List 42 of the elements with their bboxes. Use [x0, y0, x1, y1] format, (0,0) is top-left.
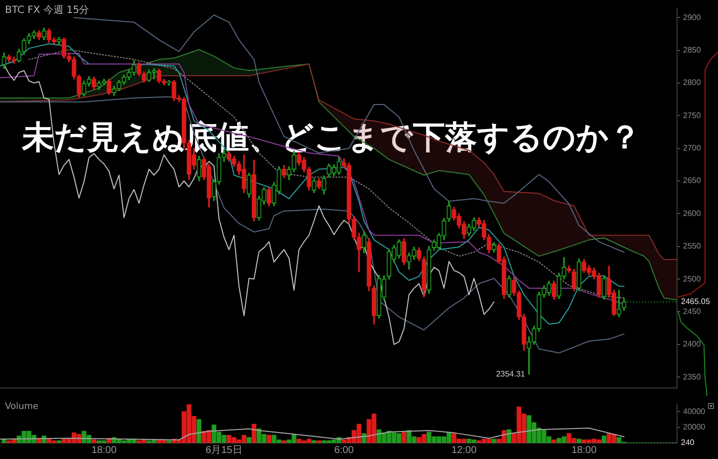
- bar: [552, 440, 556, 443]
- y-tick-label: 2650: [683, 176, 702, 186]
- y-tick-label: 20000: [683, 422, 706, 432]
- y-tick-label: 2900: [683, 12, 702, 22]
- bar: [92, 440, 96, 443]
- annotation: BTC FX 今週 15分: [5, 4, 90, 17]
- bar: [266, 434, 272, 443]
- bar: [312, 440, 316, 443]
- y-tick-label: 40000: [683, 406, 706, 416]
- bar: [492, 438, 496, 443]
- y-tick-label: 2800: [683, 78, 702, 88]
- candlestick: [616, 290, 622, 318]
- x-tick-label: 18:00: [571, 444, 597, 456]
- x-tick-label: 6月15日: [206, 444, 242, 456]
- ref-line-label: 2465.05: [681, 297, 710, 306]
- bar: [282, 440, 286, 443]
- x-tick-label: 12:00: [451, 444, 477, 456]
- y-tick-label: 2450: [683, 306, 702, 316]
- y-tick-label: 2550: [683, 242, 702, 251]
- bar: [196, 419, 202, 443]
- y-tick-label: 2350: [683, 372, 702, 382]
- bar: [252, 424, 256, 443]
- ref-line-label: 240: [681, 438, 695, 448]
- y-tick-label: 2500: [683, 274, 702, 284]
- y-tick-label: 2400: [683, 340, 702, 349]
- bar: [166, 440, 172, 443]
- x-tick-label: 18:00: [91, 444, 117, 456]
- annotation: 2354.31: [496, 369, 526, 378]
- x-tick-label: 6:00: [334, 444, 354, 456]
- y-tick-label: 2850: [683, 45, 702, 54]
- bar: [316, 440, 322, 443]
- bar: [362, 433, 366, 443]
- bar: [602, 436, 606, 443]
- bar: [56, 440, 62, 443]
- y-tick-label: 2700: [683, 144, 702, 153]
- bar: [506, 429, 512, 443]
- bar: [402, 432, 406, 443]
- bar: [246, 437, 252, 443]
- chart-title: Volume: [5, 402, 38, 412]
- y-tick-label: 2750: [683, 110, 702, 120]
- bar: [576, 438, 582, 443]
- y-tick-label: 2600: [683, 208, 702, 218]
